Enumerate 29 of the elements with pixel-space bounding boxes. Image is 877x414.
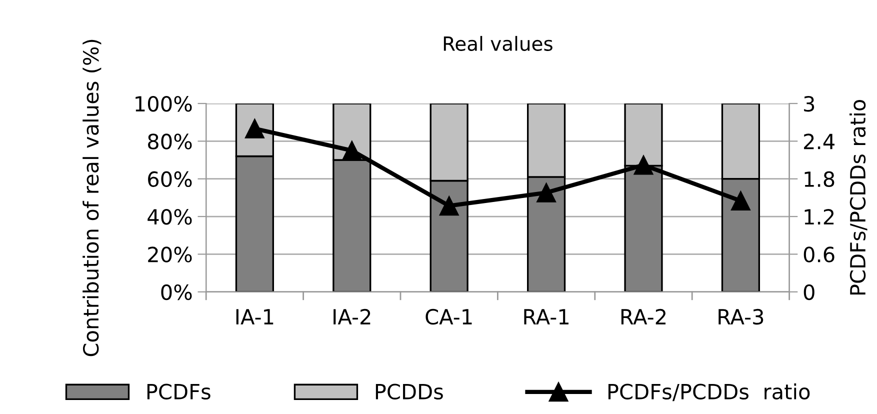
x-tick-label: CA-1 [426, 308, 472, 325]
chart-title: Real values [444, 36, 552, 51]
legend-label: PCDDs [376, 384, 443, 400]
y2-tick-label: 1.2 [804, 208, 834, 224]
point [730, 191, 750, 211]
y-tick-label: 80% [148, 134, 192, 150]
x-tick-label: IA-2 [334, 308, 370, 324]
y-axis-title: Contribution of real values (%) [82, 40, 102, 356]
y-tick-label: 0% [161, 284, 192, 300]
y2-tick-label: 2.4 [804, 134, 834, 150]
y-tick-label: 20% [148, 246, 192, 262]
point [634, 155, 654, 175]
x-tick-label: RA-3 [718, 308, 764, 325]
y2-tick-label: 0 [804, 284, 814, 300]
y-tick-label: 40% [148, 208, 192, 225]
point [439, 196, 459, 216]
y-tick-label: 100% [136, 96, 192, 112]
x-tick-label: RA-2 [621, 308, 666, 324]
legend-label: PCDFs/PCDDs ratio [608, 383, 810, 402]
point [342, 140, 362, 160]
legend-label: PCDFs [147, 384, 210, 400]
y2-tick-label: 0.6 [804, 246, 834, 262]
y2-tick-label: 1.8 [804, 171, 834, 188]
y2-axis-title: PCDFs/PCDDs ratio [850, 100, 868, 294]
x-tick-label: IA-1 [236, 309, 274, 324]
y-tick-label: 60% [148, 171, 192, 188]
y2-tick-label: 3 [804, 96, 814, 112]
point [536, 182, 556, 202]
x-tick-label: RA-1 [524, 309, 568, 324]
